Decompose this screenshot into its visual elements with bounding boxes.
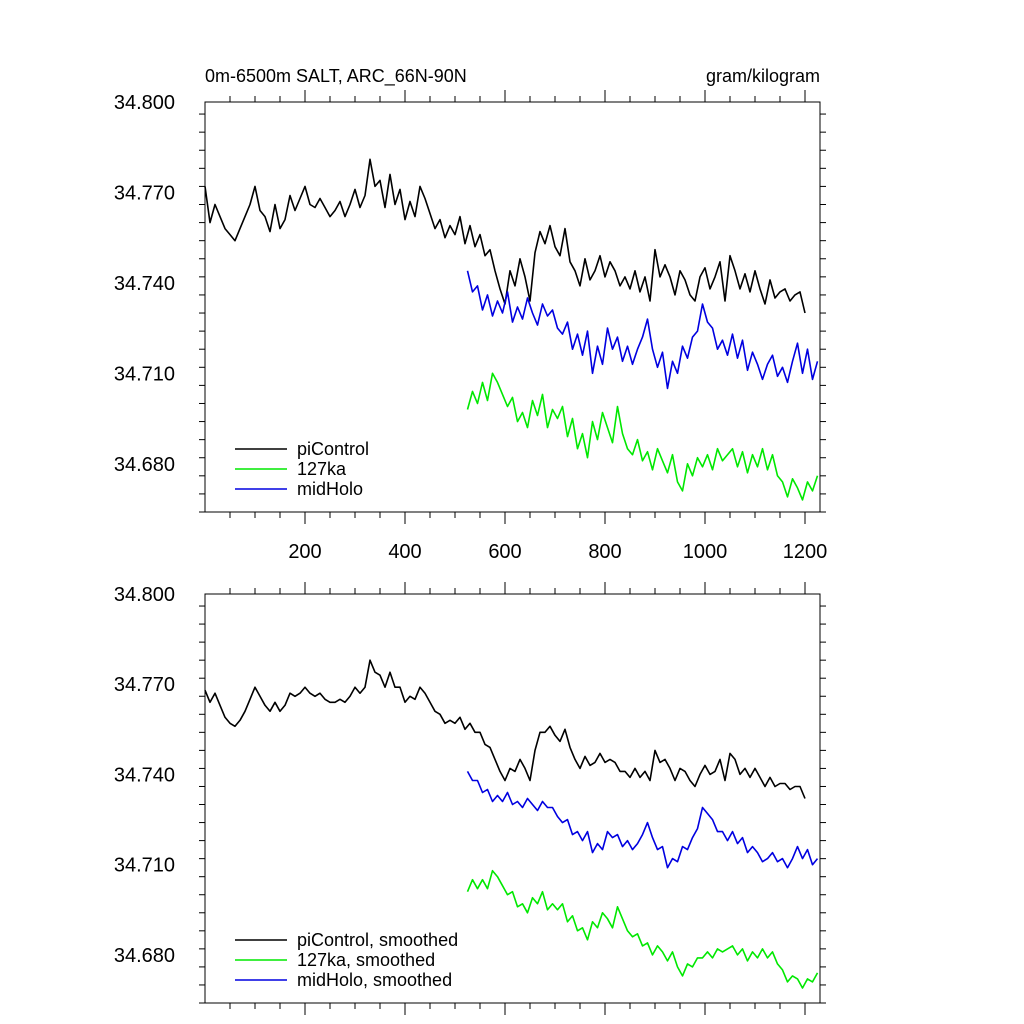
plot-frame	[204, 593, 821, 1004]
panel-raw: 34.680 34.710 34.740 34.770 34.800 200 400 600 8…	[114, 90, 827, 563]
series-line-127ka	[466, 869, 819, 989]
series-line-piControl	[204, 659, 806, 799]
legend-label-127ka: 127ka	[297, 459, 347, 479]
y-tick-label: 34.800	[114, 584, 175, 606]
y-tick-label: 34.770	[114, 674, 175, 696]
x-tick-label: 800	[588, 541, 621, 563]
plot-frame	[204, 101, 821, 513]
legend-label-midHolo: midHolo	[297, 479, 363, 499]
y-tick-label: 34.680	[114, 945, 175, 967]
y-tick-label: 34.800	[114, 92, 175, 114]
series-line-midHolo	[466, 771, 819, 869]
legend-label-midHolo: midHolo, smoothed	[297, 970, 452, 990]
legend-label-127ka: 127ka, smoothed	[297, 950, 435, 970]
y-tick-label: 34.740	[114, 273, 175, 295]
legend-label-piControl: piControl	[297, 439, 369, 459]
x-tick-label: 1200	[783, 541, 828, 563]
y-tick-label: 34.710	[114, 363, 175, 385]
y-tick-label: 34.740	[114, 764, 175, 786]
series-line-piControl	[204, 158, 806, 314]
x-tick-label: 400	[388, 541, 421, 563]
series-line-midHolo	[466, 270, 819, 390]
figure-title-left: 0m-6500m SALT, ARC_66N-90N	[205, 66, 467, 87]
x-tick-label: 200	[288, 541, 321, 563]
legend-label-piControl: piControl, smoothed	[297, 930, 458, 950]
x-tick-label: 600	[488, 541, 521, 563]
figure-title-right: gram/kilogram	[706, 66, 820, 86]
y-tick-label: 34.680	[114, 454, 175, 476]
y-tick-label: 34.770	[114, 182, 175, 204]
series-line-127ka	[466, 372, 819, 501]
panel-smoothed: 34.680 34.710 34.740 34.770 34.800 piControl,…	[114, 582, 826, 1015]
x-tick-label: 1000	[683, 541, 728, 563]
y-tick-label: 34.710	[114, 855, 175, 877]
